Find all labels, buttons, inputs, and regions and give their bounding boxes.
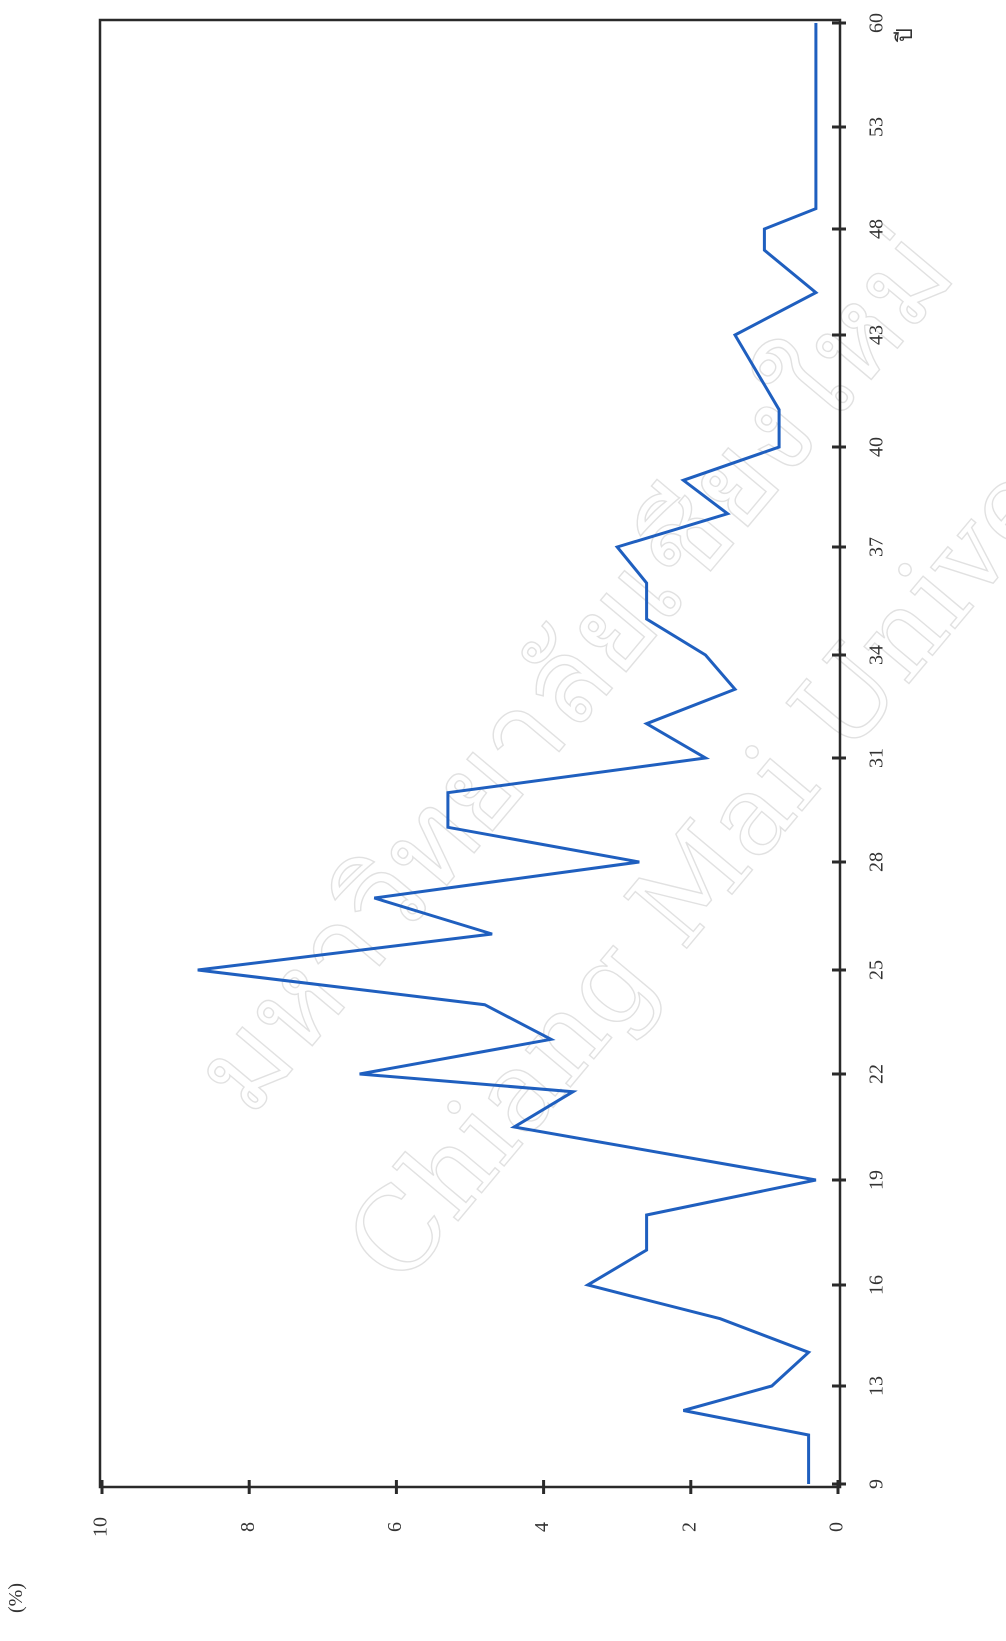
- y-axis-title: (%): [5, 1583, 27, 1613]
- x-tick-label: 40: [866, 437, 888, 457]
- x-tick-label: 43: [866, 325, 888, 345]
- y-tick-label: 6: [384, 1522, 406, 1532]
- x-tick-label: 25: [866, 960, 888, 980]
- x-tick-label: 48: [866, 219, 888, 239]
- x-tick-label: 34: [866, 645, 888, 665]
- x-tick-label: 28: [866, 852, 888, 872]
- axis-ticks: [100, 21, 846, 1494]
- y-tick-label: 8: [237, 1522, 259, 1532]
- y-tick-label: 0: [826, 1522, 848, 1532]
- x-tick-label: 16: [866, 1275, 888, 1295]
- plot-area-frame: [98, 18, 842, 1489]
- y-tick-label: 2: [678, 1522, 700, 1532]
- x-axis-title: ปี: [892, 28, 917, 43]
- x-tick-label: 19: [866, 1170, 888, 1190]
- x-tick-label: 31: [866, 748, 888, 768]
- x-tick-label: 60: [866, 13, 888, 33]
- x-tick-label: 53: [866, 117, 888, 137]
- x-tick-label: 22: [866, 1064, 888, 1084]
- axis-labels: 9 13 16 19 22 25 28 31 34 37 40 43 48 53 60 0 2 4 6 8 10: [90, 13, 888, 1537]
- y-tick-label: 10: [90, 1517, 112, 1537]
- x-tick-label: 9: [866, 1479, 888, 1489]
- series-line: [197, 23, 819, 1484]
- y-tick-label: 4: [531, 1522, 553, 1532]
- x-tick-label: 37: [866, 537, 888, 557]
- x-tick-label: 13: [866, 1376, 888, 1396]
- series-layer: [197, 23, 819, 1484]
